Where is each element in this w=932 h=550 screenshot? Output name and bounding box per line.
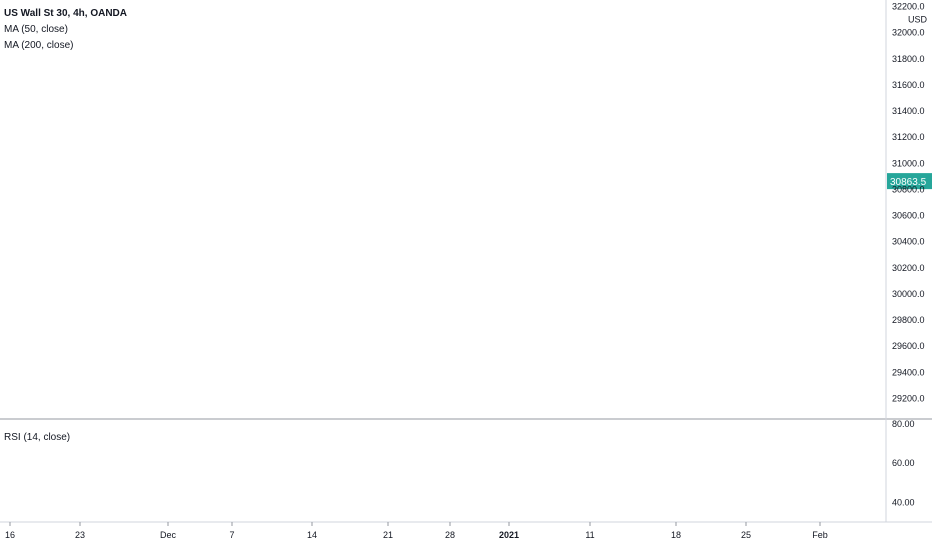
price-tick-label: 30800.0: [892, 184, 925, 194]
price-tick-label: 29600.0: [892, 341, 925, 351]
time-tick-label: 25: [741, 530, 751, 540]
ma50-legend[interactable]: MA (50, close): [4, 24, 68, 35]
last-price-value: 30863.5: [890, 177, 927, 188]
price-tick-label: 32200.0: [892, 2, 925, 12]
price-tick-label: 29200.0: [892, 393, 925, 403]
rsi-tick-label: 60.00: [892, 458, 915, 468]
time-tick-label: 16: [5, 530, 15, 540]
time-tick-label: 28: [445, 530, 455, 540]
ma200-legend[interactable]: MA (200, close): [4, 40, 74, 51]
last-price-tag: [887, 173, 932, 190]
time-tick-label: Feb: [812, 530, 828, 540]
price-tick-label: 29400.0: [892, 367, 925, 377]
rsi-legend[interactable]: RSI (14, close): [4, 432, 71, 443]
time-tick-label: 2021: [499, 530, 519, 540]
price-tick-label: 29800.0: [892, 315, 925, 325]
rsi-tick-label: 80.00: [892, 419, 915, 429]
rsi-tick-label: 40.00: [892, 497, 915, 507]
price-tick-label: 32000.0: [892, 28, 925, 38]
time-tick-label: 7: [229, 530, 234, 540]
time-tick-label: 11: [585, 530, 594, 540]
symbol-title[interactable]: US Wall St 30, 4h, OANDA: [4, 8, 127, 19]
price-tick-label: 31600.0: [892, 80, 925, 90]
time-tick-label: 18: [671, 530, 681, 540]
time-tick-label: 23: [75, 530, 85, 540]
price-tick-label: 31200.0: [892, 132, 925, 142]
price-tick-label: 30200.0: [892, 263, 925, 273]
time-tick-label: 21: [383, 530, 393, 540]
currency-label: USD: [908, 15, 928, 25]
price-tick-label: 30000.0: [892, 289, 925, 299]
price-tick-label: 30400.0: [892, 237, 925, 247]
chart-legend: US Wall St 30, 4h, OANDA MA (50, close) …: [4, 6, 127, 54]
price-tick-label: 30600.0: [892, 211, 925, 221]
time-tick-label: 14: [307, 530, 317, 540]
price-tick-label: 31400.0: [892, 106, 925, 116]
price-tick-label: 31000.0: [892, 158, 925, 168]
time-tick-label: Dec: [160, 530, 177, 540]
price-tick-label: 31800.0: [892, 54, 925, 64]
